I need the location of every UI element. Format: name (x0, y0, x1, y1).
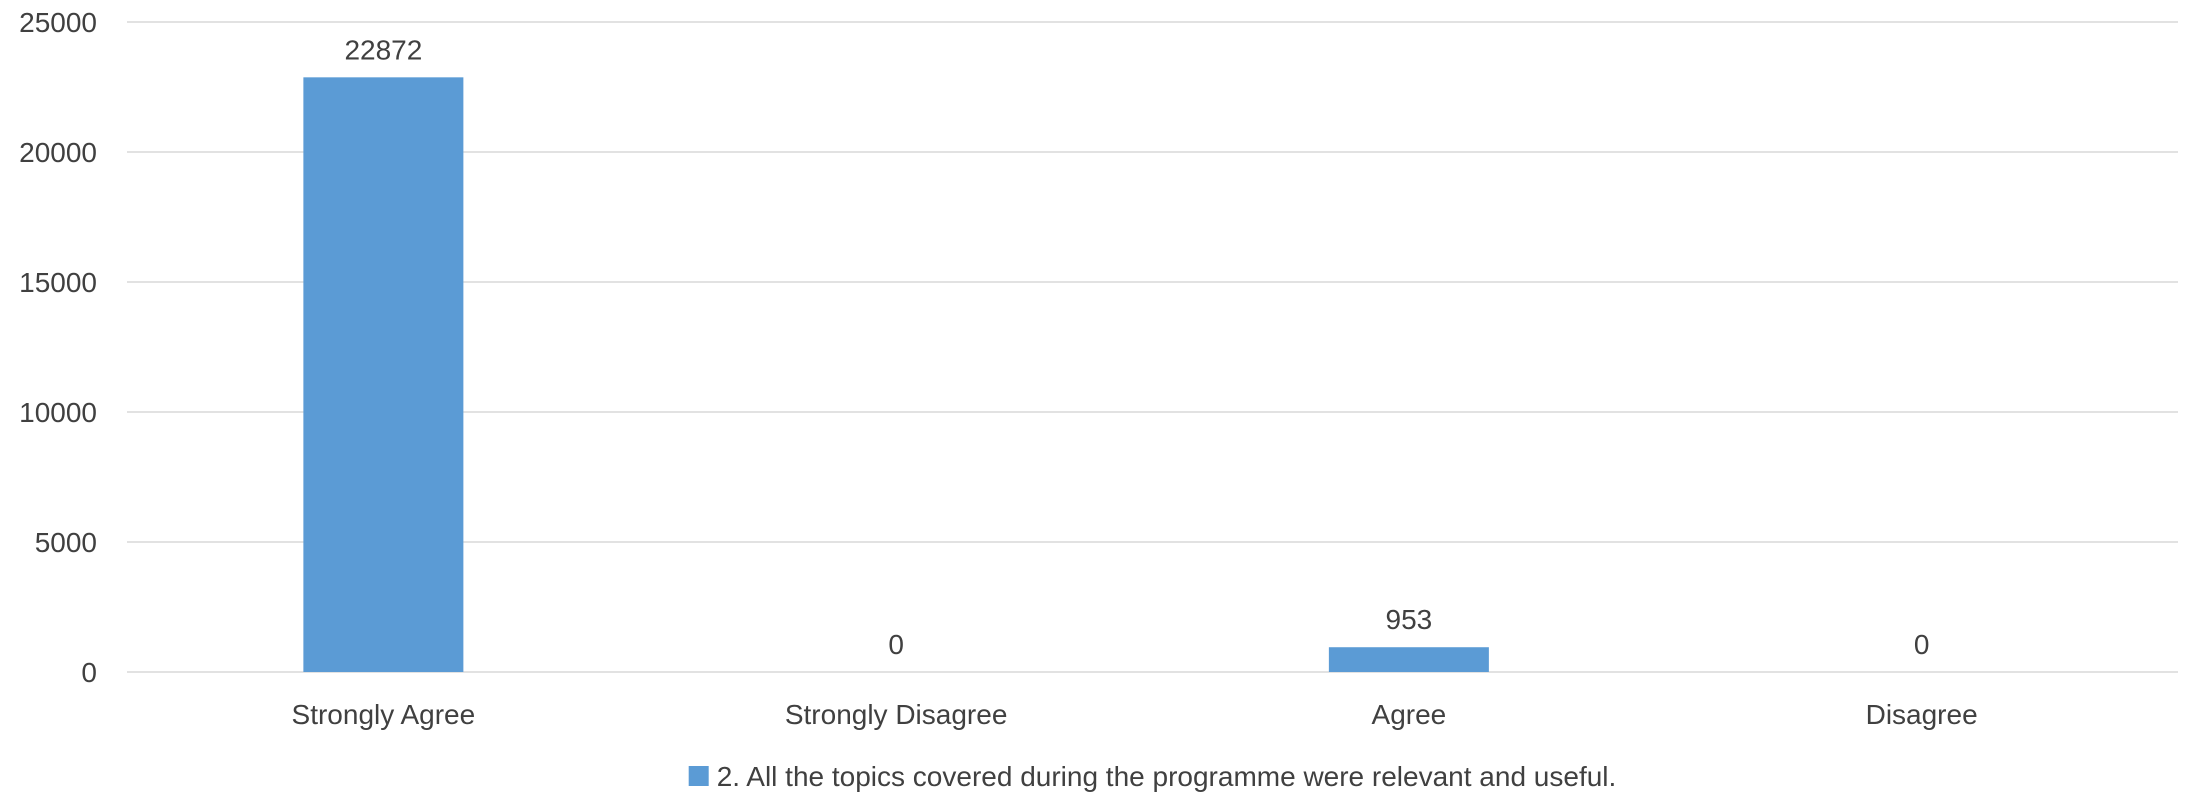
y-axis-tick-labels: 0 5000 10000 15000 20000 25000 (19, 7, 97, 688)
legend-label: 2. All the topics covered during the pro… (717, 761, 1617, 792)
y-tick-label: 15000 (19, 267, 97, 298)
x-category-label: Disagree (1866, 699, 1978, 730)
gridlines (127, 21, 2178, 673)
bars (303, 77, 1489, 672)
bar (303, 77, 464, 672)
data-label: 22872 (344, 34, 422, 65)
y-tick-label: 10000 (19, 397, 97, 428)
data-label: 0 (1914, 629, 1930, 660)
legend-swatch (688, 766, 709, 786)
data-labels: 22872 0 953 0 (344, 34, 1929, 660)
x-category-label: Strongly Agree (292, 699, 476, 730)
x-axis-category-labels: Strongly Agree Strongly Disagree Agree Disa… (292, 699, 1978, 730)
data-label: 953 (1386, 604, 1433, 635)
x-category-label: Strongly Disagree (785, 699, 1008, 730)
data-label: 0 (888, 629, 904, 660)
y-tick-label: 0 (81, 657, 97, 688)
y-tick-label: 25000 (19, 7, 97, 38)
y-tick-label: 20000 (19, 137, 97, 168)
bar (1328, 647, 1489, 672)
y-tick-label: 5000 (35, 527, 97, 558)
legend: 2. All the topics covered during the pro… (688, 761, 1617, 792)
x-category-label: Agree (1372, 699, 1447, 730)
